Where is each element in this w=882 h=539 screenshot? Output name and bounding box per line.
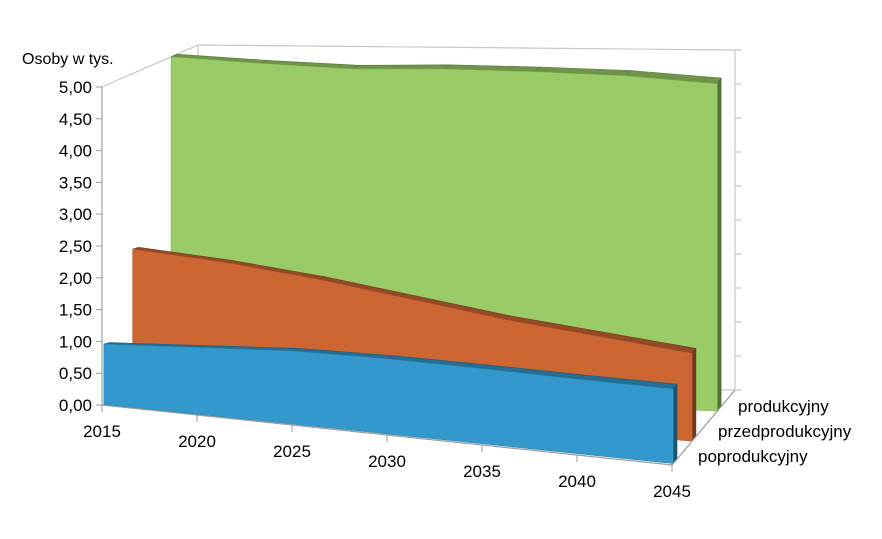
x-tick-label: 2015 [83,422,121,441]
area-top-produkcyjny-2 [353,65,449,69]
depth-label-przedprodukcyjny: przedprodukcyjny [718,422,852,441]
area-side-przedprodukcyjny [692,348,696,441]
y-tick-label: 4,50 [59,110,92,129]
x-tick-label: 2040 [558,472,596,491]
depth-label-poprodukcyjny: poprodukcyjny [698,447,808,466]
x-tick-label: 2045 [653,482,691,501]
y-axis-title: Osoby w tys. [22,51,114,68]
y-tick-label: 1,50 [59,301,92,320]
y-tick-label: 5,00 [59,78,92,97]
y-tick-label: 1,00 [59,332,92,351]
y-tick-label: 4,00 [59,142,92,161]
depth-label-produkcyjny: produkcyjny [738,397,829,416]
y-tick-label: 3,00 [59,205,92,224]
x-tick-label: 2020 [178,432,216,451]
x-tick-label: 2025 [273,442,311,461]
y-tick-label: 0,00 [59,396,92,415]
area-side-produkcyjny [717,78,721,411]
y-tick-label: 3,50 [59,173,92,192]
area-side-poprodukcyjny [673,384,677,463]
x-tick-label: 2030 [368,452,406,471]
y-tick-label: 2,50 [59,237,92,256]
series-layer [104,54,721,463]
y-tick-label: 2,00 [59,269,92,288]
y-tick-label: 0,50 [59,364,92,383]
x-tick-label: 2035 [463,462,501,481]
